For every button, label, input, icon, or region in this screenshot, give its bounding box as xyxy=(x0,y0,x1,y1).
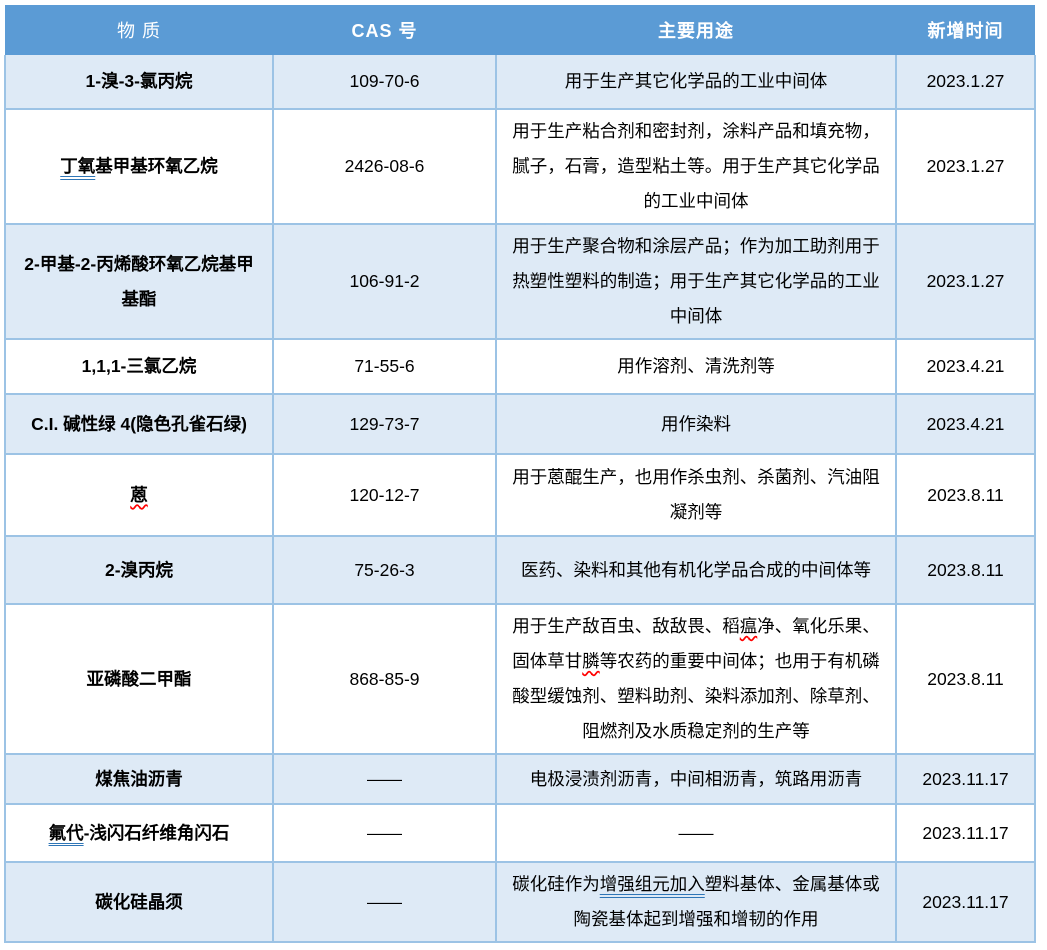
text-segment: 用作溶剂、清洗剂等 xyxy=(617,356,775,376)
substance-cell: 碳化硅晶须 xyxy=(4,861,274,943)
use-cell: 电极浸渍剂沥青，中间相沥青，筑路用沥青 xyxy=(495,753,897,805)
date-cell: 2023.11.17 xyxy=(895,803,1036,863)
date-cell: 2023.1.27 xyxy=(895,55,1036,110)
text-segment: 塑料基体、金属基体或陶瓷基体起到增强和增韧的作用 xyxy=(573,874,880,929)
underlined-text: 膦 xyxy=(582,651,600,671)
cas-cell: —— xyxy=(272,861,497,943)
header-row: 物 质 CAS 号 主要用途 新增时间 xyxy=(5,5,1035,55)
text-segment: 用作染料 xyxy=(661,413,731,434)
cas-cell: 129-73-7 xyxy=(272,393,497,455)
cas-cell: 106-91-2 xyxy=(272,223,497,340)
underlined-text: 丁氧 xyxy=(60,156,96,176)
table-row: 亚磷酸二甲酯 868-85-9 用于生产敌百虫、敌敌畏、稻瘟净、氧化乐果、固体草甘膦… xyxy=(4,603,1036,755)
column-header-use: 主要用途 xyxy=(496,5,896,55)
substance-cell: C.I. 碱性绿 4(隐色孔雀石绿) xyxy=(4,393,274,455)
date-cell: 2023.1.27 xyxy=(895,223,1036,340)
use-cell: 用作染料 xyxy=(495,393,897,455)
text-segment: 碳化硅作为 xyxy=(512,874,600,894)
text-segment: 亚磷酸二甲酯 xyxy=(86,668,192,689)
date-cell: 2023.4.21 xyxy=(895,393,1036,455)
text-segment: 净、氧化乐果、固体草甘 xyxy=(512,616,880,671)
text-segment: 用于蒽醌生产，也用作杀虫剂、杀菌剂、汽油阻凝剂等 xyxy=(512,467,880,522)
date-cell: 2023.1.27 xyxy=(895,108,1036,225)
cas-cell: 75-26-3 xyxy=(272,535,497,605)
substance-cell: 氟代-浅闪石纤维角闪石 xyxy=(4,803,274,863)
use-cell: 用作溶剂、清洗剂等 xyxy=(495,338,897,395)
text-segment: 2-溴丙烷 xyxy=(104,559,174,580)
date-cell: 2023.8.11 xyxy=(895,603,1036,755)
substance-cell: 蒽 xyxy=(4,453,274,537)
use-cell: 用于生产其它化学品的工业中间体 xyxy=(495,55,897,110)
substance-cell: 2-溴丙烷 xyxy=(4,535,274,605)
use-cell: 用于蒽醌生产，也用作杀虫剂、杀菌剂、汽油阻凝剂等 xyxy=(495,453,897,537)
table-row: 氟代-浅闪石纤维角闪石 —— —— 2023.11.17 xyxy=(4,803,1036,863)
column-header-date: 新增时间 xyxy=(896,5,1035,55)
text-segment: C.I. 碱性绿 4(隐色孔雀石绿) xyxy=(31,413,247,434)
cas-cell: 120-12-7 xyxy=(272,453,497,537)
date-cell: 2023.8.11 xyxy=(895,453,1036,537)
table-row: 丁氧基甲基环氧乙烷 2426-08-6 用于生产粘合剂和密封剂，涂料产品和填充物，腻… xyxy=(4,108,1036,225)
text-segment: 用于生产其它化学品的工业中间体 xyxy=(564,71,828,91)
substance-cell: 丁氧基甲基环氧乙烷 xyxy=(4,108,274,225)
table-row: 2-甲基-2-丙烯酸环氧乙烷基甲基酯 106-91-2 用于生产聚合物和涂层产品；作… xyxy=(4,223,1036,340)
use-cell: 用于生产粘合剂和密封剂，涂料产品和填充物，腻子，石膏，造型粘土等。用于生产其它化… xyxy=(495,108,897,225)
use-cell: 用于生产聚合物和涂层产品；作为加工助剂用于热塑性塑料的制造；用于生产其它化学品的… xyxy=(495,223,897,340)
column-header-substance: 物 质 xyxy=(5,5,273,55)
table-row: 蒽 120-12-7 用于蒽醌生产，也用作杀虫剂、杀菌剂、汽油阻凝剂等 2023.8.… xyxy=(4,453,1036,537)
use-cell: 用于生产敌百虫、敌敌畏、稻瘟净、氧化乐果、固体草甘膦等农药的重要中间体；也用于有… xyxy=(495,603,897,755)
cas-cell: 109-70-6 xyxy=(272,55,497,110)
cas-cell: 2426-08-6 xyxy=(272,108,497,225)
use-cell: 医药、染料和其他有机化学品合成的中间体等 xyxy=(495,535,897,605)
cas-cell: —— xyxy=(272,803,497,863)
substance-cell: 1,1,1-三氯乙烷 xyxy=(4,338,274,395)
text-segment: 医药、染料和其他有机化学品合成的中间体等 xyxy=(521,559,871,580)
substance-cell: 煤焦油沥青 xyxy=(4,753,274,805)
underlined-text: 增强组元加入 xyxy=(599,874,705,894)
text-segment: 1,1,1-三氯乙烷 xyxy=(81,356,197,376)
date-cell: 2023.4.21 xyxy=(895,338,1036,395)
underlined-text: 瘟 xyxy=(739,616,758,636)
text-segment: 1-溴-3-氯丙烷 xyxy=(85,71,193,91)
text-segment: 用于生产粘合剂和密封剂，涂料产品和填充物，腻子，石膏，造型粘土等。用于生产其它化… xyxy=(512,121,880,211)
table-body: 1-溴-3-氯丙烷 109-70-6 用于生产其它化学品的工业中间体 2023.1.2… xyxy=(4,55,1036,943)
table-row: 1,1,1-三氯乙烷 71-55-6 用作溶剂、清洗剂等 2023.4.21 xyxy=(4,338,1036,395)
text-segment: 等农药的重要中间体；也用于有机磷酸型缓蚀剂、塑料助剂、染料添加剂、除草剂、阻燃剂… xyxy=(512,651,880,741)
cas-cell: —— xyxy=(272,753,497,805)
date-cell: 2023.11.17 xyxy=(895,861,1036,943)
table-row: C.I. 碱性绿 4(隐色孔雀石绿) 129-73-7 用作染料 2023.4.21 xyxy=(4,393,1036,455)
use-cell: 碳化硅作为增强组元加入塑料基体、金属基体或陶瓷基体起到增强和增韧的作用 xyxy=(495,861,897,943)
text-segment: —— xyxy=(678,822,714,843)
text-segment: 2-甲基-2-丙烯酸环氧乙烷基甲基酯 xyxy=(24,253,254,309)
cas-cell: 868-85-9 xyxy=(272,603,497,755)
text-segment: 用于生产聚合物和涂层产品；作为加工助剂用于热塑性塑料的制造；用于生产其它化学品的… xyxy=(512,236,880,326)
cas-cell: 71-55-6 xyxy=(272,338,497,395)
text-segment: -浅闪石纤维角闪石 xyxy=(83,822,230,843)
use-cell: —— xyxy=(495,803,897,863)
table-row: 2-溴丙烷 75-26-3 医药、染料和其他有机化学品合成的中间体等 2023.8.1… xyxy=(4,535,1036,605)
substance-cell: 2-甲基-2-丙烯酸环氧乙烷基甲基酯 xyxy=(4,223,274,340)
date-cell: 2023.11.17 xyxy=(895,753,1036,805)
table-row: 煤焦油沥青 —— 电极浸渍剂沥青，中间相沥青，筑路用沥青 2023.11.17 xyxy=(4,753,1036,805)
table-row: 1-溴-3-氯丙烷 109-70-6 用于生产其它化学品的工业中间体 2023.1.2… xyxy=(4,55,1036,110)
text-segment: 用于生产敌百虫、敌敌畏、稻 xyxy=(512,616,740,636)
text-segment: 碳化硅晶须 xyxy=(95,891,183,912)
date-cell: 2023.8.11 xyxy=(895,535,1036,605)
column-header-cas: CAS 号 xyxy=(273,5,496,55)
text-segment: 电极浸渍剂沥青，中间相沥青，筑路用沥青 xyxy=(529,768,863,789)
underlined-text: 蒽 xyxy=(130,484,148,505)
text-segment: 煤焦油沥青 xyxy=(95,768,183,789)
text-segment: 基甲基环氧乙烷 xyxy=(95,156,218,176)
underlined-text: 氟代 xyxy=(48,822,84,843)
substance-cell: 亚磷酸二甲酯 xyxy=(4,603,274,755)
table-row: 碳化硅晶须 —— 碳化硅作为增强组元加入塑料基体、金属基体或陶瓷基体起到增强和增韧的… xyxy=(4,861,1036,943)
substances-table: 物 质 CAS 号 主要用途 新增时间 1-溴-3-氯丙烷 109-70-6 用于生… xyxy=(4,5,1036,943)
substance-cell: 1-溴-3-氯丙烷 xyxy=(4,55,274,110)
